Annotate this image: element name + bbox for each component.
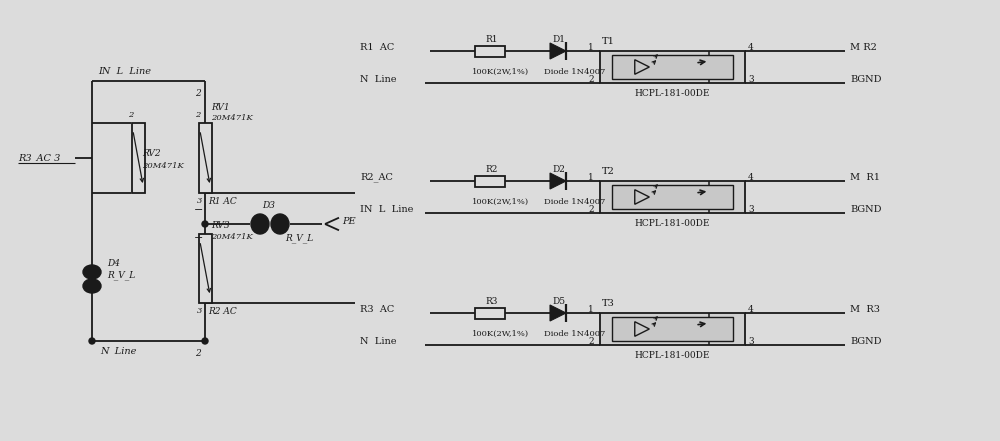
Text: HCPL-181-00DE: HCPL-181-00DE xyxy=(635,90,710,98)
Text: R1: R1 xyxy=(485,34,498,44)
Text: 20M471K: 20M471K xyxy=(211,114,253,122)
Text: −: − xyxy=(194,205,203,215)
Text: 2: 2 xyxy=(195,348,201,358)
Circle shape xyxy=(202,221,208,227)
Text: 1: 1 xyxy=(588,42,594,52)
Bar xyxy=(600,181,745,213)
Text: Diode 1N4007: Diode 1N4007 xyxy=(544,330,605,338)
Text: N  Line: N Line xyxy=(100,347,136,355)
Text: R3  AC: R3 AC xyxy=(360,304,394,314)
Text: R_V_L: R_V_L xyxy=(107,270,135,280)
Circle shape xyxy=(202,338,208,344)
Polygon shape xyxy=(550,43,566,59)
Ellipse shape xyxy=(83,265,101,279)
Text: BGND: BGND xyxy=(850,205,882,213)
Bar xyxy=(198,123,212,193)
Text: D3: D3 xyxy=(262,202,275,210)
Text: R1  AC: R1 AC xyxy=(360,42,394,52)
Text: T2: T2 xyxy=(602,167,615,176)
Text: −: − xyxy=(194,233,203,243)
Text: RV2: RV2 xyxy=(142,149,161,158)
Text: 2: 2 xyxy=(588,75,594,83)
Text: Diode 1N4007: Diode 1N4007 xyxy=(544,68,605,76)
Text: 1: 1 xyxy=(588,172,594,182)
Circle shape xyxy=(89,338,95,344)
Text: T1: T1 xyxy=(602,37,615,45)
Text: IN  L  Line: IN L Line xyxy=(98,67,151,75)
Text: N  Line: N Line xyxy=(360,75,396,83)
Text: 1: 1 xyxy=(588,304,594,314)
Bar xyxy=(475,307,505,318)
Text: IN  L  Line: IN L Line xyxy=(360,205,413,213)
Text: HCPL-181-00DE: HCPL-181-00DE xyxy=(635,351,710,360)
Text: R2: R2 xyxy=(485,164,497,173)
Text: 4: 4 xyxy=(748,172,754,182)
Text: D1: D1 xyxy=(552,34,565,44)
Text: 2: 2 xyxy=(128,111,133,119)
Text: M R2: M R2 xyxy=(850,42,877,52)
Text: T3: T3 xyxy=(602,299,615,307)
Bar xyxy=(612,317,733,341)
Text: D2: D2 xyxy=(552,164,565,173)
Bar xyxy=(198,234,212,303)
Ellipse shape xyxy=(83,279,101,293)
Text: R_V_L: R_V_L xyxy=(285,233,313,243)
Text: M  R1: M R1 xyxy=(850,172,880,182)
Text: RV1: RV1 xyxy=(211,102,230,112)
Text: 2: 2 xyxy=(588,336,594,345)
Text: D4: D4 xyxy=(107,258,120,268)
Text: D5: D5 xyxy=(552,296,565,306)
Bar xyxy=(475,176,505,187)
Text: 3: 3 xyxy=(748,205,754,213)
Text: 20M471K: 20M471K xyxy=(142,162,184,170)
Text: PE: PE xyxy=(342,217,356,227)
Bar xyxy=(612,185,733,209)
Text: 3: 3 xyxy=(197,307,202,315)
Bar xyxy=(600,51,745,83)
Text: RV3: RV3 xyxy=(211,221,230,231)
Bar xyxy=(612,55,733,79)
Text: 100K(2W,1%): 100K(2W,1%) xyxy=(472,68,529,76)
Text: 100K(2W,1%): 100K(2W,1%) xyxy=(472,330,529,338)
Text: 100K(2W,1%): 100K(2W,1%) xyxy=(472,198,529,206)
Polygon shape xyxy=(550,305,566,321)
Text: 20M471K: 20M471K xyxy=(211,233,253,241)
Text: M  R3: M R3 xyxy=(850,304,880,314)
Text: R3_AC 3: R3_AC 3 xyxy=(18,153,60,163)
Text: N  Line: N Line xyxy=(360,336,396,345)
Text: 4: 4 xyxy=(748,304,754,314)
Bar xyxy=(600,313,745,345)
Text: R2_AC: R2_AC xyxy=(360,172,393,182)
Bar xyxy=(132,123,144,193)
Ellipse shape xyxy=(251,214,269,234)
Text: R1 AC: R1 AC xyxy=(208,197,237,206)
Text: 2: 2 xyxy=(588,205,594,213)
Text: 2: 2 xyxy=(195,111,200,119)
Text: 3: 3 xyxy=(748,336,754,345)
Text: 2: 2 xyxy=(195,89,201,97)
Text: R2 AC: R2 AC xyxy=(208,306,237,315)
Polygon shape xyxy=(550,173,566,189)
Text: R3: R3 xyxy=(485,296,497,306)
Ellipse shape xyxy=(271,214,289,234)
Text: Diode 1N4007: Diode 1N4007 xyxy=(544,198,605,206)
Text: BGND: BGND xyxy=(850,75,882,83)
Text: 3: 3 xyxy=(197,197,202,205)
Text: 3: 3 xyxy=(748,75,754,83)
Text: BGND: BGND xyxy=(850,336,882,345)
Bar xyxy=(475,45,505,56)
Text: HCPL-181-00DE: HCPL-181-00DE xyxy=(635,220,710,228)
Text: 4: 4 xyxy=(748,42,754,52)
